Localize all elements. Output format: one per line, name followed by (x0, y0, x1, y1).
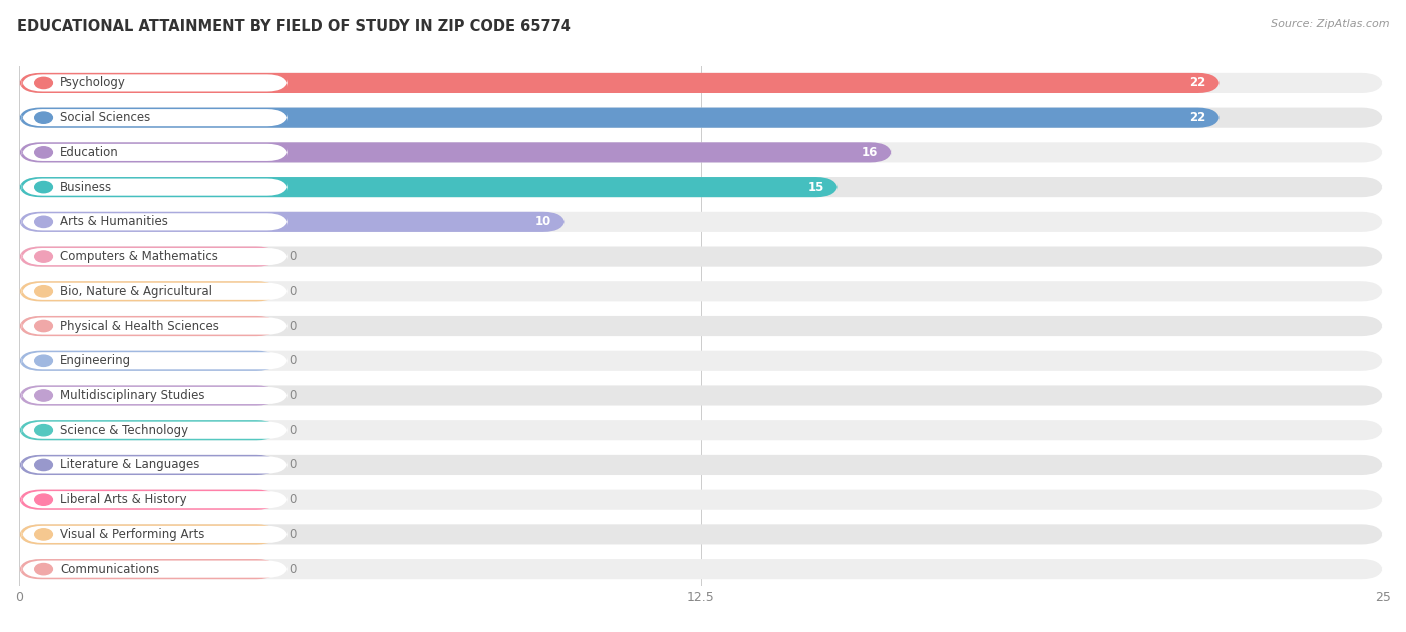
Text: Communications: Communications (60, 562, 159, 576)
FancyBboxPatch shape (20, 420, 1384, 441)
Text: 0: 0 (290, 320, 297, 332)
Text: 0: 0 (290, 493, 297, 506)
Text: 22: 22 (1189, 76, 1206, 89)
FancyBboxPatch shape (20, 559, 1384, 579)
Circle shape (35, 494, 52, 506)
FancyBboxPatch shape (20, 177, 1384, 197)
FancyBboxPatch shape (20, 212, 1384, 232)
FancyBboxPatch shape (21, 179, 288, 196)
Circle shape (35, 425, 52, 436)
FancyBboxPatch shape (20, 316, 1384, 336)
Text: 16: 16 (862, 146, 879, 159)
Text: Psychology: Psychology (60, 76, 125, 89)
Circle shape (35, 564, 52, 574)
FancyBboxPatch shape (20, 525, 1384, 545)
Circle shape (35, 390, 52, 401)
FancyBboxPatch shape (21, 456, 288, 473)
Text: 0: 0 (290, 562, 297, 576)
Circle shape (35, 77, 52, 88)
FancyBboxPatch shape (20, 281, 1384, 301)
Text: Physical & Health Sciences: Physical & Health Sciences (60, 320, 219, 332)
FancyBboxPatch shape (21, 248, 288, 265)
FancyBboxPatch shape (20, 107, 1384, 128)
Text: EDUCATIONAL ATTAINMENT BY FIELD OF STUDY IN ZIP CODE 65774: EDUCATIONAL ATTAINMENT BY FIELD OF STUDY… (17, 19, 571, 34)
FancyBboxPatch shape (21, 75, 288, 92)
FancyBboxPatch shape (21, 422, 288, 439)
Text: Bio, Nature & Agricultural: Bio, Nature & Agricultural (60, 285, 212, 298)
FancyBboxPatch shape (20, 246, 1384, 267)
Text: 0: 0 (290, 250, 297, 263)
Text: 15: 15 (807, 181, 824, 193)
Text: 0: 0 (290, 423, 297, 437)
Text: Visual & Performing Arts: Visual & Performing Arts (60, 528, 204, 541)
FancyBboxPatch shape (21, 387, 288, 404)
Circle shape (35, 147, 52, 158)
Text: Science & Technology: Science & Technology (60, 423, 188, 437)
FancyBboxPatch shape (20, 351, 278, 371)
Circle shape (35, 459, 52, 471)
FancyBboxPatch shape (20, 73, 1384, 93)
FancyBboxPatch shape (21, 561, 288, 578)
Circle shape (35, 286, 52, 297)
FancyBboxPatch shape (20, 386, 1384, 406)
FancyBboxPatch shape (21, 109, 288, 126)
FancyBboxPatch shape (20, 420, 278, 441)
FancyBboxPatch shape (20, 559, 278, 579)
FancyBboxPatch shape (20, 525, 278, 545)
Circle shape (35, 112, 52, 123)
FancyBboxPatch shape (21, 144, 288, 161)
FancyBboxPatch shape (20, 455, 1384, 475)
FancyBboxPatch shape (20, 316, 278, 336)
FancyBboxPatch shape (20, 142, 1384, 162)
FancyBboxPatch shape (21, 526, 288, 543)
FancyBboxPatch shape (20, 490, 1384, 510)
Text: 0: 0 (290, 389, 297, 402)
FancyBboxPatch shape (21, 317, 288, 334)
Text: 0: 0 (290, 528, 297, 541)
FancyBboxPatch shape (20, 212, 565, 232)
Text: Education: Education (60, 146, 118, 159)
Text: Liberal Arts & History: Liberal Arts & History (60, 493, 187, 506)
Text: Multidisciplinary Studies: Multidisciplinary Studies (60, 389, 204, 402)
FancyBboxPatch shape (20, 142, 891, 162)
FancyBboxPatch shape (21, 491, 288, 508)
FancyBboxPatch shape (20, 73, 1219, 93)
FancyBboxPatch shape (20, 281, 278, 301)
Text: Engineering: Engineering (60, 355, 131, 367)
FancyBboxPatch shape (20, 177, 838, 197)
Text: Source: ZipAtlas.com: Source: ZipAtlas.com (1271, 19, 1389, 29)
FancyBboxPatch shape (20, 246, 278, 267)
FancyBboxPatch shape (20, 351, 1384, 371)
FancyBboxPatch shape (21, 352, 288, 369)
FancyBboxPatch shape (20, 490, 278, 510)
Circle shape (35, 320, 52, 332)
Text: 10: 10 (534, 216, 551, 228)
Circle shape (35, 355, 52, 367)
FancyBboxPatch shape (21, 283, 288, 300)
Text: Arts & Humanities: Arts & Humanities (60, 216, 167, 228)
FancyBboxPatch shape (20, 455, 278, 475)
Circle shape (35, 251, 52, 262)
Text: Social Sciences: Social Sciences (60, 111, 150, 124)
Circle shape (35, 216, 52, 228)
Text: 0: 0 (290, 458, 297, 471)
Text: Computers & Mathematics: Computers & Mathematics (60, 250, 218, 263)
Text: Literature & Languages: Literature & Languages (60, 458, 200, 471)
Circle shape (35, 181, 52, 193)
FancyBboxPatch shape (21, 213, 288, 231)
FancyBboxPatch shape (20, 386, 278, 406)
Text: 0: 0 (290, 285, 297, 298)
FancyBboxPatch shape (20, 107, 1219, 128)
Text: 0: 0 (290, 355, 297, 367)
Text: Business: Business (60, 181, 112, 193)
Circle shape (35, 529, 52, 540)
Text: 22: 22 (1189, 111, 1206, 124)
